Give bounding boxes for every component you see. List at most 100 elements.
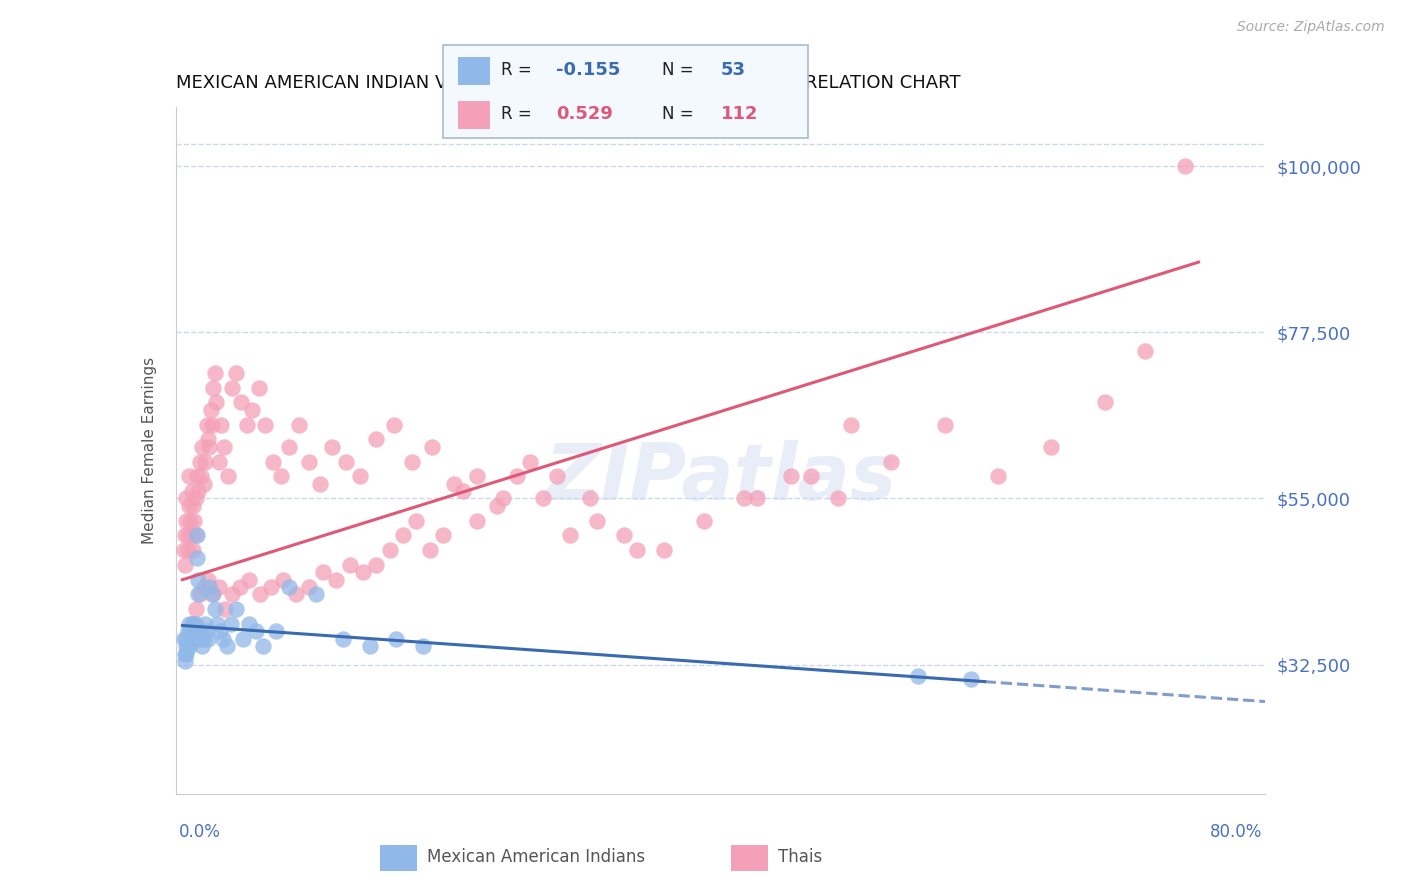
Point xyxy=(205,617,228,632)
Text: MEXICAN AMERICAN INDIAN VS THAI MEDIAN FEMALE EARNINGS CORRELATION CHART: MEXICAN AMERICAN INDIAN VS THAI MEDIAN F… xyxy=(176,74,960,92)
Point xyxy=(179,499,201,513)
Point xyxy=(779,469,801,483)
Point xyxy=(181,632,204,646)
Point xyxy=(225,366,247,380)
Point xyxy=(180,632,202,646)
Point xyxy=(519,454,541,468)
Point xyxy=(179,639,201,653)
Bar xyxy=(457,101,491,129)
FancyBboxPatch shape xyxy=(443,45,808,138)
Point xyxy=(176,647,198,661)
Point xyxy=(195,624,218,639)
Point xyxy=(207,580,229,594)
Point xyxy=(247,381,270,395)
Text: Mexican American Indians: Mexican American Indians xyxy=(427,847,645,866)
Point xyxy=(245,624,267,639)
Point xyxy=(652,543,675,558)
Point xyxy=(184,528,207,542)
Point xyxy=(201,587,224,601)
Point xyxy=(298,580,321,594)
Point xyxy=(179,514,201,528)
Point xyxy=(238,617,260,632)
Point xyxy=(191,639,214,653)
Point xyxy=(219,617,242,632)
Point xyxy=(335,454,357,468)
Point xyxy=(176,639,198,653)
Point xyxy=(262,454,284,468)
Text: N =: N = xyxy=(662,61,699,78)
Point xyxy=(194,454,217,468)
Point xyxy=(332,632,354,646)
Point xyxy=(378,543,401,558)
Point xyxy=(451,484,474,499)
Point xyxy=(264,624,287,639)
Point xyxy=(225,602,247,616)
Point xyxy=(382,417,405,432)
Point xyxy=(278,580,301,594)
Point xyxy=(298,454,321,468)
Point xyxy=(229,580,252,594)
Point xyxy=(204,602,226,616)
Point xyxy=(193,632,215,646)
Point xyxy=(187,573,209,587)
Point xyxy=(305,587,328,601)
Text: Thais: Thais xyxy=(778,847,823,866)
Point xyxy=(285,587,308,601)
Point xyxy=(405,514,427,528)
Point xyxy=(254,417,277,432)
Point xyxy=(183,617,205,632)
Point xyxy=(180,617,202,632)
Point xyxy=(209,417,232,432)
Point xyxy=(485,499,508,513)
Text: R =: R = xyxy=(502,61,537,78)
Point xyxy=(180,484,202,499)
Point xyxy=(321,440,343,454)
Point xyxy=(412,639,434,653)
Point xyxy=(173,632,195,646)
Point xyxy=(260,580,283,594)
Point xyxy=(278,440,301,454)
Point xyxy=(339,558,361,572)
Point xyxy=(177,639,200,653)
Point xyxy=(839,417,862,432)
Point xyxy=(613,528,636,542)
Point xyxy=(179,624,201,639)
Point xyxy=(240,402,263,417)
Point xyxy=(208,624,231,639)
Point xyxy=(184,491,207,506)
Point xyxy=(385,632,408,646)
Point xyxy=(197,433,219,447)
Bar xyxy=(380,845,416,871)
Point xyxy=(195,417,218,432)
Point xyxy=(271,573,294,587)
Point xyxy=(1094,395,1116,409)
Point xyxy=(579,491,602,506)
Point xyxy=(232,632,254,646)
Point xyxy=(214,602,236,616)
Point xyxy=(880,454,903,468)
Point xyxy=(183,624,205,639)
Point xyxy=(287,417,309,432)
Point xyxy=(422,440,444,454)
Point xyxy=(184,617,207,632)
Point xyxy=(465,514,488,528)
Point xyxy=(934,417,956,432)
Point xyxy=(1174,159,1197,173)
Text: 0.0%: 0.0% xyxy=(179,823,221,841)
Text: 0.529: 0.529 xyxy=(557,105,613,123)
Point xyxy=(188,624,211,639)
Point xyxy=(1133,343,1156,358)
Point xyxy=(184,602,207,616)
Point xyxy=(186,528,208,542)
Point xyxy=(187,587,209,601)
Text: 53: 53 xyxy=(721,61,745,78)
Point xyxy=(419,543,441,558)
Point xyxy=(465,469,488,483)
Point xyxy=(184,632,207,646)
Point xyxy=(179,632,201,646)
Point xyxy=(546,469,568,483)
Text: R =: R = xyxy=(502,105,537,123)
Text: -0.155: -0.155 xyxy=(557,61,620,78)
Point xyxy=(181,624,204,639)
Point xyxy=(626,543,648,558)
